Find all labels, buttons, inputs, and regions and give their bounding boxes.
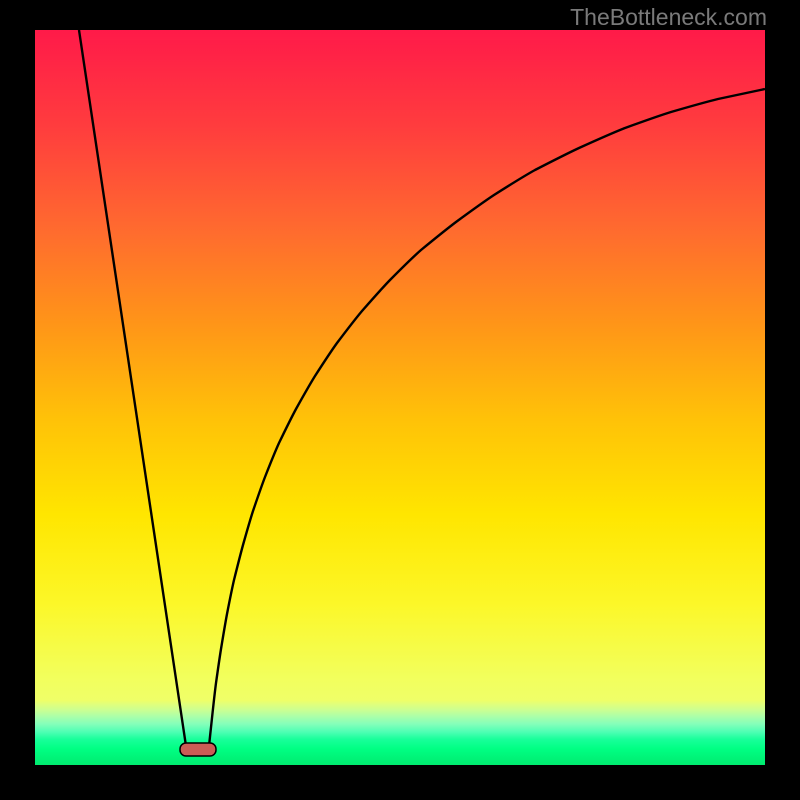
chart-svg: [0, 0, 800, 800]
watermark-text: TheBottleneck.com: [570, 4, 767, 31]
bottleneck-chart: TheBottleneck.com: [0, 0, 800, 800]
right-curve-line: [209, 89, 765, 746]
optimum-marker: [180, 743, 216, 756]
left-slope-line: [79, 30, 186, 746]
